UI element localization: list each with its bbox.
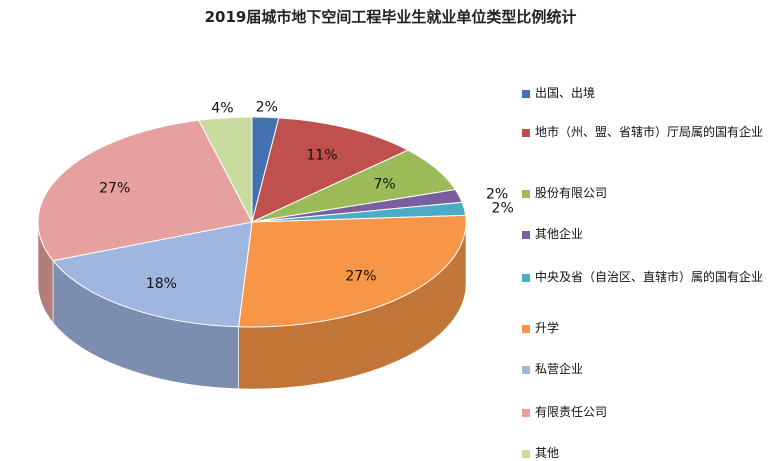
pie-slice-label-2: 7% (374, 177, 396, 193)
pie-slice-7 (37, 119, 253, 262)
legend: 出国、出境地市（州、盟、省辖市）厅局属的国有企业 股份有限公司 其他企业中央及省（自… (522, 86, 777, 461)
legend-label-8: 其他 (535, 446, 560, 460)
pie-side-walls (37, 221, 467, 390)
pie-slices (37, 116, 467, 328)
legend-label-2: 股份有限公司 (535, 186, 608, 200)
pie-slice-label-4: 2% (492, 201, 514, 217)
pie-slice-1 (251, 117, 410, 223)
pie-slice-label-1: 11% (306, 148, 337, 164)
legend-label-5: 升学 (535, 321, 560, 335)
chart-title: 2019届城市地下空间工程毕业生就业单位类型比例统计 (204, 8, 577, 26)
pie-slice-label-7: 27% (99, 181, 130, 197)
legend-item-1: 地市（州、盟、省辖市）厅局属的国有企业 (522, 125, 777, 140)
pie-slice-6 (52, 221, 253, 328)
legend-label-7: 有限责任公司 (535, 405, 608, 419)
pie-slice-label-6: 18% (146, 276, 177, 292)
legend-item-4: 中央及省（自治区、直辖市）属的国有企业 (522, 270, 777, 285)
legend-swatch-1 (522, 129, 530, 137)
legend-item-0: 出国、出境 (522, 86, 777, 101)
pie-slice-label-0: 2% (256, 100, 278, 116)
pie-slice-5 (237, 214, 467, 328)
legend-label-1: 地市（州、盟、省辖市）厅局属的国有企业 (535, 125, 764, 139)
legend-swatch-2 (522, 190, 530, 198)
pie-slice-labels: 2%11%7%2%2%27%18%27%4% (99, 100, 514, 292)
legend-label-4: 中央及省（自治区、直辖市）属的国有企业 (535, 270, 764, 284)
pie-slice-label-5: 27% (345, 268, 376, 284)
legend-swatch-4 (522, 274, 530, 282)
legend-swatch-8 (522, 450, 530, 458)
legend-swatch-3 (522, 231, 530, 239)
legend-item-5: 升学 (522, 321, 777, 336)
legend-swatch-0 (522, 90, 530, 98)
pie-slice-8 (198, 116, 253, 223)
legend-label-6: 私营企业 (535, 362, 584, 376)
legend-swatch-7 (522, 409, 530, 417)
legend-item-7: 有限责任公司 (522, 405, 777, 420)
pie-slice-label-8: 4% (211, 100, 233, 116)
pie-slice-label-3: 2% (486, 186, 508, 202)
legend-item-2: 股份有限公司 (522, 186, 777, 201)
legend-label-3: 其他企业 (535, 227, 584, 241)
legend-swatch-5 (522, 325, 530, 333)
legend-swatch-6 (522, 366, 530, 374)
legend-item-3: 其他企业 (522, 227, 777, 242)
legend-item-6: 私营企业 (522, 362, 777, 377)
legend-label-0: 出国、出境 (535, 86, 596, 100)
legend-item-8: 其他 (522, 446, 777, 461)
